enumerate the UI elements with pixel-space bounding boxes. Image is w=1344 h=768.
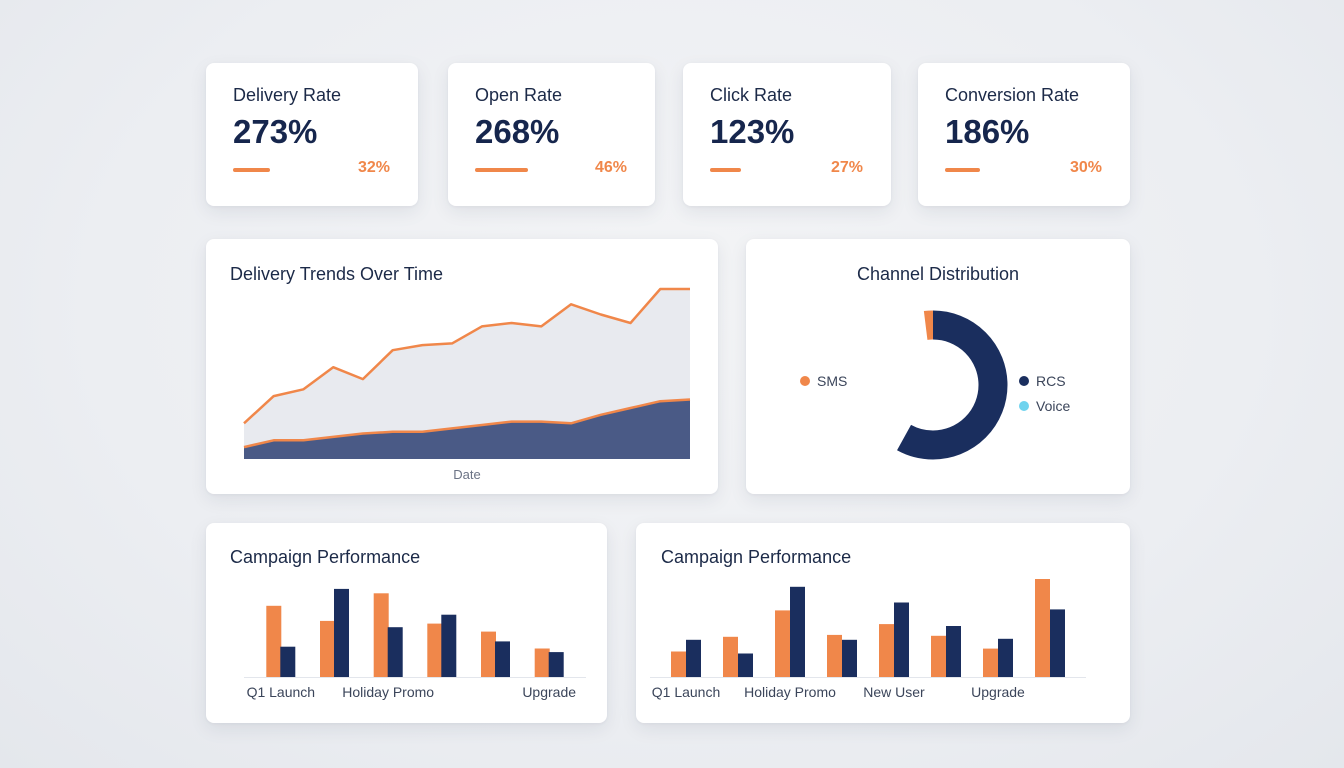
kpi-title: Delivery Rate: [233, 85, 342, 105]
x-tick-label: New User: [863, 684, 925, 700]
bar-series2-5: [548, 652, 564, 677]
bar-series1-4: [481, 631, 496, 677]
kpi-value: 273%: [233, 113, 318, 150]
legend-voice-swatch: [1019, 401, 1029, 411]
bar-series2-4: [894, 602, 909, 677]
legend-rcs-label: RCS: [1036, 373, 1066, 389]
kpi-change: 30%: [1069, 159, 1102, 176]
kpi-progress-bar: [475, 168, 528, 172]
series-line-lower: [243, 398, 691, 449]
bar-series1-3: [427, 623, 443, 677]
area-lower-fill: [244, 399, 690, 459]
campaign-performance-card-left: Campaign Performance Q1 Launch Holiday Pr…: [206, 523, 607, 723]
kpi-title: Conversion Rate: [945, 85, 1080, 105]
bar-series1-1: [723, 636, 738, 677]
kpi-title: Open Rate: [475, 85, 563, 105]
legend-sms-label: SMS: [817, 373, 848, 389]
bar-series2-0: [280, 646, 296, 677]
kpi-progress-bar: [233, 168, 270, 172]
series-line-upper: [243, 287, 690, 425]
legend-rcs-swatch: [1019, 376, 1029, 386]
kpi-value: 268%: [475, 113, 560, 150]
bar-series2-0: [686, 639, 701, 677]
kpi-progress-bar: [945, 168, 980, 172]
bar-series1-5: [534, 648, 550, 677]
bar-series2-2: [387, 627, 403, 677]
kpi-card-click-rate[interactable]: Click Rate 123% 27%: [683, 63, 891, 206]
bar-series1-1: [320, 620, 335, 677]
kpi-card-conversion-rate[interactable]: Conversion Rate 186% 30%: [918, 63, 1130, 206]
bar-series2-2: [790, 586, 805, 677]
kpi-change: 32%: [357, 159, 390, 176]
bar-series2-3: [842, 639, 857, 677]
campaign-performance-title: Campaign Performance: [661, 547, 852, 567]
kpi-progress-bar: [710, 168, 741, 172]
area-upper-fill: [244, 289, 690, 459]
campaign-performance-card-right: Campaign Performance Q1 Launch Holiday Pr…: [636, 523, 1130, 723]
bar-series1-3: [827, 634, 842, 677]
channel-donut-chart[interactable]: [746, 239, 1130, 494]
delivery-trends-chart[interactable]: Date: [206, 239, 718, 494]
campaign-performance-title: Campaign Performance: [230, 547, 421, 567]
x-tick-label: Holiday Promo: [342, 684, 434, 700]
donut-slice-rcs: [858, 310, 1008, 460]
bar-series1-0: [266, 605, 282, 677]
bar-series2-1: [738, 653, 753, 677]
bar-series1-4: [879, 624, 894, 677]
channel-distribution-card: Channel Distribution SMS RCS Voice: [746, 239, 1130, 494]
bar-series1-5: [931, 635, 946, 677]
legend-rcs: RCS: [1019, 373, 1066, 389]
bar-series2-1: [334, 588, 349, 677]
x-tick-label: Q1 Launch: [247, 684, 315, 700]
kpi-card-open-rate[interactable]: Open Rate 268% 46%: [448, 63, 655, 206]
x-tick-label: Upgrade: [522, 684, 576, 700]
bar-series2-4: [495, 641, 510, 677]
channel-distribution-title: Channel Distribution: [856, 264, 1020, 284]
bar-series2-3: [441, 614, 457, 677]
x-tick-label: Holiday Promo: [744, 684, 836, 700]
legend-sms: SMS: [800, 373, 847, 389]
bar-series1-7: [1035, 579, 1050, 677]
kpi-change: 27%: [830, 159, 863, 176]
campaign-bar-chart-left[interactable]: Q1 Launch Holiday Promo Upgrade: [206, 523, 607, 723]
kpi-title: Click Rate: [710, 85, 793, 105]
bar-series1-2: [775, 610, 790, 677]
bar-series1-0: [671, 651, 686, 677]
x-tick-label: Q1 Launch: [652, 684, 721, 700]
bar-series1-2: [373, 593, 389, 677]
kpi-card-delivery-rate[interactable]: Delivery Rate 273% 32%: [206, 63, 418, 206]
bar-series2-7: [1050, 609, 1065, 677]
legend-voice-label: Voice: [1036, 398, 1071, 414]
kpi-change: 46%: [594, 159, 627, 176]
delivery-trends-card: Delivery Trends Over Time Date: [206, 239, 718, 494]
legend-voice: Voice: [1019, 398, 1070, 414]
campaign-bar-chart-right[interactable]: Q1 Launch Holiday Promo New User Upgrade: [636, 523, 1130, 723]
bar-series1-6: [983, 648, 998, 677]
kpi-value: 186%: [945, 113, 1030, 150]
delivery-trends-title: Delivery Trends Over Time: [230, 264, 444, 284]
legend-sms-swatch: [800, 376, 810, 386]
bar-series2-5: [946, 626, 961, 677]
kpi-value: 123%: [710, 113, 795, 150]
x-axis-label: Date: [453, 467, 480, 482]
x-tick-label: Upgrade: [971, 684, 1025, 700]
bar-series2-6: [998, 638, 1013, 677]
